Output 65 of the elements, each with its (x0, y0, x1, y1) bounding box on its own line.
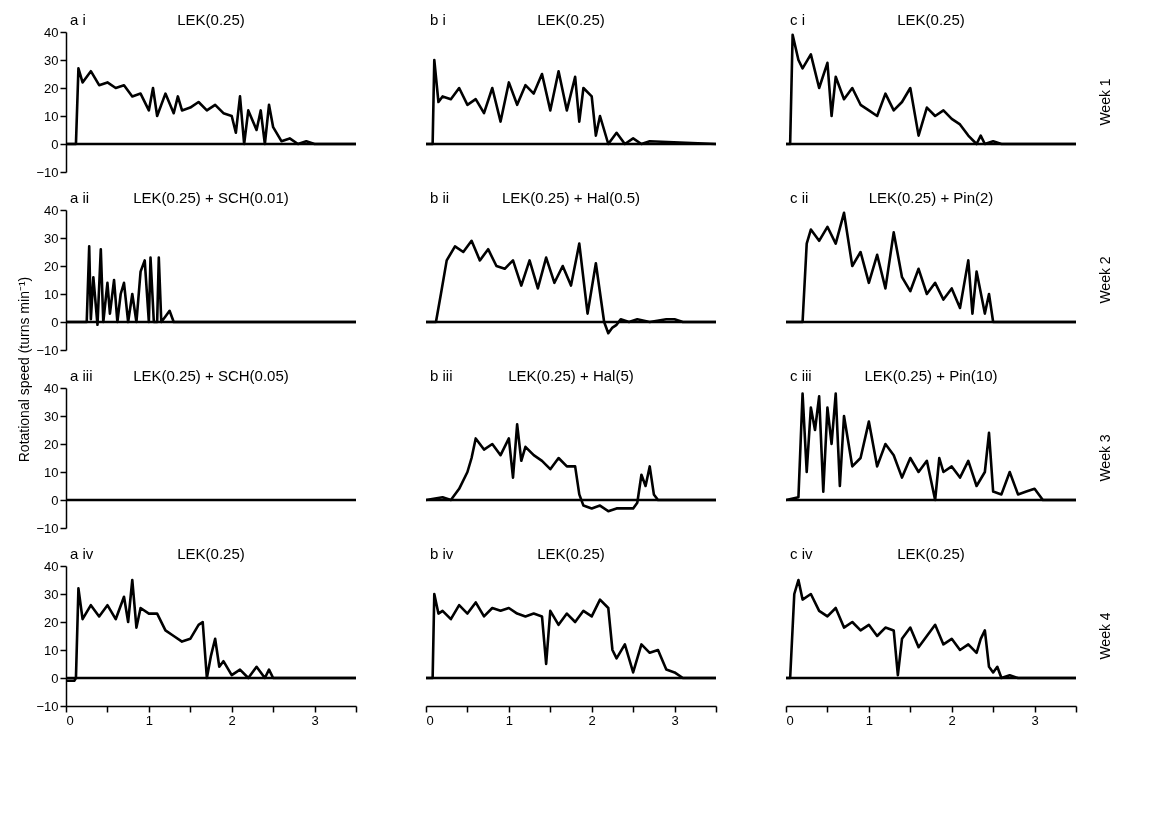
chart-title: LEK(0.25) + Hal(0.5) (502, 189, 640, 206)
x-tick-label: 1 (505, 712, 513, 728)
y-tick-label: 30 (44, 52, 59, 68)
chart-title: LEK(0.25) (537, 545, 605, 562)
y-tick-label: −10 (36, 342, 59, 358)
text: b i (430, 11, 446, 28)
text: b ii (430, 189, 450, 206)
x-tick-label: 1 (865, 712, 873, 728)
y2-axis-title: Week 3 (1097, 434, 1113, 482)
y2-axis-title: Week 2 (1097, 256, 1113, 304)
y2-axis-title: Week 1 (1097, 78, 1113, 126)
text: c iii (790, 367, 812, 384)
y-axis-title: Rotational speed (turns min⁻¹) (16, 276, 33, 463)
y-tick-label: 10 (44, 286, 59, 302)
y-tick-label: −10 (36, 698, 59, 714)
text: b iii (430, 367, 453, 384)
y-tick-label: −10 (36, 164, 59, 180)
x-tick-label: 3 (671, 712, 679, 728)
text: a iii (70, 367, 93, 384)
x-tick-label: 0 (66, 712, 74, 728)
y-tick-label: 30 (44, 230, 59, 246)
y-tick-label: 0 (51, 314, 59, 330)
y-tick-label: 0 (51, 136, 59, 152)
x-tick-label: 2 (948, 712, 956, 728)
y-tick-label: 30 (44, 586, 59, 602)
x-tick-label: 1 (145, 712, 153, 728)
y-tick-label: 20 (44, 80, 59, 96)
y-tick-label: 0 (51, 492, 59, 508)
chart-title: LEK(0.25) + SCH(0.01) (133, 189, 289, 206)
y2-axis-title: Week 4 (1097, 612, 1113, 660)
chart-title: LEK(0.25) (537, 11, 605, 28)
text: a iv (70, 545, 94, 562)
y-tick-label: 20 (44, 614, 59, 630)
text: b iv (430, 545, 454, 562)
y-tick-label: 0 (51, 670, 59, 686)
text: a i (70, 11, 86, 28)
text: a ii (70, 189, 90, 206)
y-tick-label: 10 (44, 642, 59, 658)
x-tick-label: 2 (228, 712, 236, 728)
y-tick-label: 40 (44, 380, 59, 396)
chart-title: LEK(0.25) (897, 545, 965, 562)
text: c i (790, 11, 805, 28)
chart-title: LEK(0.25) + Pin(10) (864, 367, 998, 384)
chart-title: LEK(0.25) + SCH(0.05) (133, 367, 289, 384)
chart-title: LEK(0.25) + Hal(5) (508, 367, 634, 384)
x-tick-label: 3 (1031, 712, 1039, 728)
text: c iv (790, 545, 813, 562)
x-tick-label: 0 (426, 712, 434, 728)
y-tick-label: −10 (36, 520, 59, 536)
y-tick-label: 10 (44, 464, 59, 480)
y-tick-label: 40 (44, 558, 59, 574)
y-tick-label: 40 (44, 24, 59, 40)
x-tick-label: 3 (311, 712, 319, 728)
y-tick-label: 30 (44, 408, 59, 424)
y-tick-label: 20 (44, 436, 59, 452)
y-tick-label: 10 (44, 108, 59, 124)
x-tick-label: 0 (786, 712, 794, 728)
y-tick-label: 20 (44, 258, 59, 274)
chart-title: LEK(0.25) + Pin(2) (868, 189, 994, 206)
text: c ii (790, 189, 809, 206)
chart-title: LEK(0.25) (177, 11, 245, 28)
y-tick-label: 40 (44, 202, 59, 218)
chart-title: LEK(0.25) (177, 545, 245, 562)
x-tick-label: 2 (588, 712, 596, 728)
chart-title: LEK(0.25) (897, 11, 965, 28)
